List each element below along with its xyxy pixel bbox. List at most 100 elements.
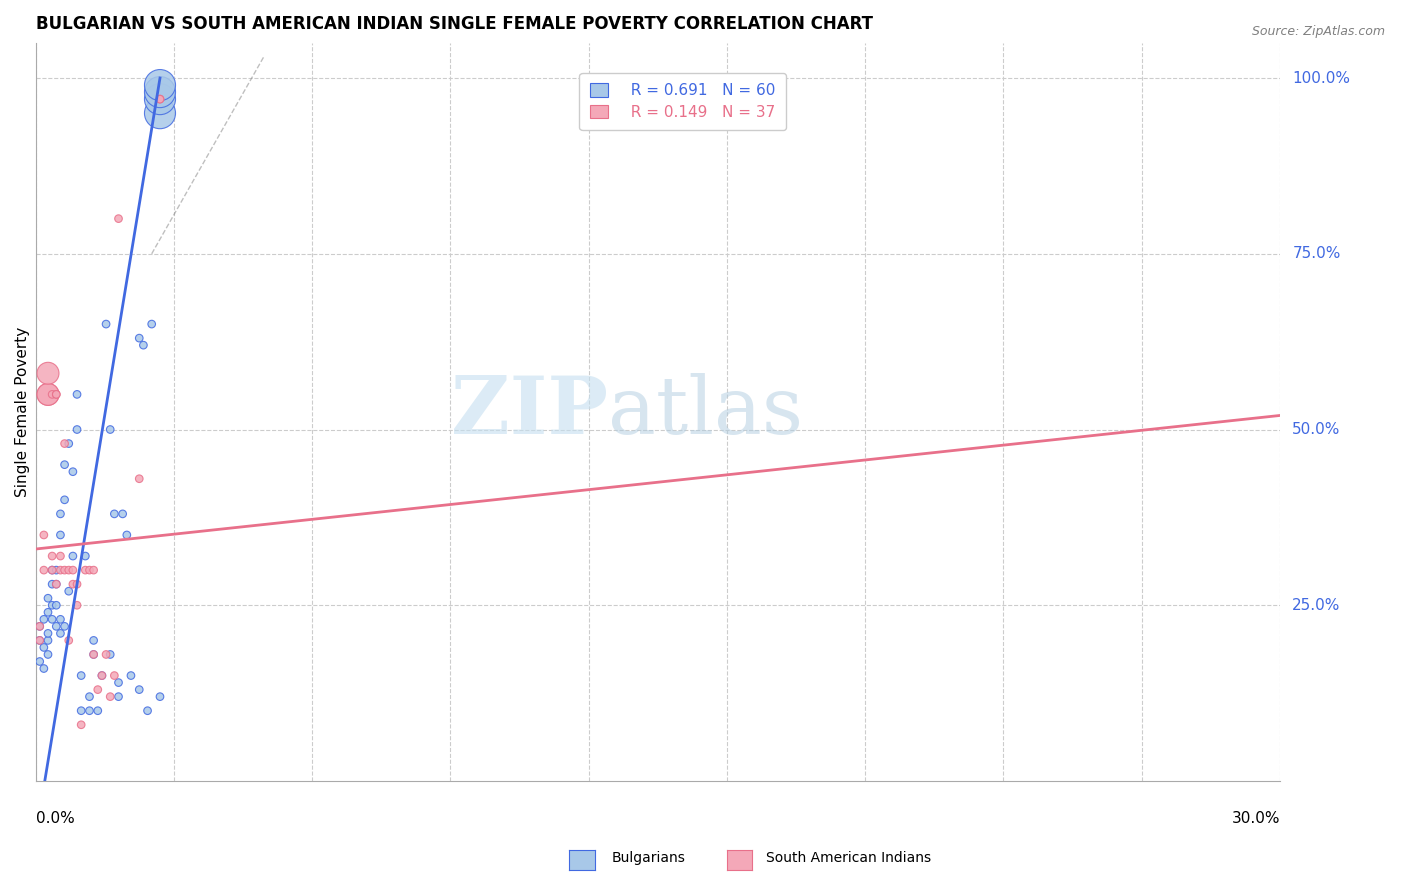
- Point: [94, 648, 117, 662]
- Point: [120, 668, 142, 682]
- Point: [62, 549, 84, 563]
- Point: [41, 563, 63, 577]
- Text: 100.0%: 100.0%: [1292, 70, 1350, 86]
- Point: [45, 577, 67, 591]
- Point: [83, 648, 105, 662]
- Point: [37, 648, 59, 662]
- Point: [98, 690, 121, 704]
- Point: [107, 211, 129, 226]
- Point: [53, 563, 76, 577]
- Point: [37, 387, 59, 401]
- Point: [128, 472, 150, 486]
- Point: [28, 619, 51, 633]
- Point: [83, 633, 105, 648]
- Point: [53, 619, 76, 633]
- Point: [90, 668, 112, 682]
- Point: [49, 528, 72, 542]
- Point: [53, 492, 76, 507]
- Point: [41, 599, 63, 613]
- Point: [37, 605, 59, 619]
- Point: [32, 528, 55, 542]
- Point: [103, 668, 125, 682]
- Point: [149, 92, 172, 106]
- Text: 0.0%: 0.0%: [35, 811, 75, 825]
- Point: [41, 577, 63, 591]
- Point: [103, 507, 125, 521]
- Point: [66, 423, 89, 437]
- Point: [41, 563, 63, 577]
- Point: [58, 436, 80, 450]
- Point: [53, 458, 76, 472]
- Point: [66, 387, 89, 401]
- Point: [83, 648, 105, 662]
- Text: 75.0%: 75.0%: [1292, 246, 1341, 261]
- Point: [66, 577, 89, 591]
- Text: ZIP: ZIP: [451, 373, 607, 451]
- Point: [98, 648, 121, 662]
- Point: [28, 633, 51, 648]
- Point: [98, 423, 121, 437]
- Point: [45, 563, 67, 577]
- Point: [37, 366, 59, 380]
- Point: [107, 690, 129, 704]
- Point: [41, 549, 63, 563]
- Point: [45, 599, 67, 613]
- Point: [45, 577, 67, 591]
- Point: [41, 612, 63, 626]
- Point: [141, 317, 163, 331]
- Text: 25.0%: 25.0%: [1292, 598, 1341, 613]
- Point: [62, 577, 84, 591]
- Legend:   R = 0.691   N = 60,   R = 0.149   N = 37: R = 0.691 N = 60, R = 0.149 N = 37: [579, 72, 786, 130]
- Point: [58, 584, 80, 599]
- Point: [32, 612, 55, 626]
- Point: [70, 668, 93, 682]
- Point: [132, 338, 155, 352]
- Point: [53, 436, 76, 450]
- Point: [149, 78, 172, 92]
- Point: [128, 682, 150, 697]
- Point: [37, 633, 59, 648]
- Point: [75, 563, 97, 577]
- Point: [62, 563, 84, 577]
- Point: [87, 704, 110, 718]
- Point: [90, 668, 112, 682]
- Text: South American Indians: South American Indians: [766, 851, 931, 865]
- Point: [70, 704, 93, 718]
- Point: [37, 591, 59, 606]
- Text: BULGARIAN VS SOUTH AMERICAN INDIAN SINGLE FEMALE POVERTY CORRELATION CHART: BULGARIAN VS SOUTH AMERICAN INDIAN SINGL…: [35, 15, 873, 33]
- Point: [115, 528, 138, 542]
- Text: 30.0%: 30.0%: [1232, 811, 1279, 825]
- Y-axis label: Single Female Poverty: Single Female Poverty: [15, 326, 30, 497]
- Point: [70, 718, 93, 732]
- Point: [49, 612, 72, 626]
- Point: [149, 92, 172, 106]
- Point: [49, 507, 72, 521]
- Point: [94, 317, 117, 331]
- Text: Bulgarians: Bulgarians: [612, 851, 686, 865]
- Point: [87, 682, 110, 697]
- Point: [136, 704, 159, 718]
- Point: [45, 619, 67, 633]
- Point: [79, 690, 101, 704]
- Point: [28, 619, 51, 633]
- Point: [49, 549, 72, 563]
- Point: [28, 633, 51, 648]
- Point: [32, 640, 55, 655]
- Point: [37, 387, 59, 401]
- Text: Source: ZipAtlas.com: Source: ZipAtlas.com: [1251, 25, 1385, 38]
- Point: [149, 690, 172, 704]
- Point: [75, 549, 97, 563]
- Point: [83, 563, 105, 577]
- Point: [49, 626, 72, 640]
- Point: [66, 599, 89, 613]
- Point: [32, 661, 55, 675]
- Point: [149, 92, 172, 106]
- Text: 50.0%: 50.0%: [1292, 422, 1341, 437]
- Point: [41, 387, 63, 401]
- Point: [79, 563, 101, 577]
- Point: [62, 465, 84, 479]
- Point: [28, 655, 51, 669]
- Point: [45, 387, 67, 401]
- Point: [45, 387, 67, 401]
- Point: [32, 563, 55, 577]
